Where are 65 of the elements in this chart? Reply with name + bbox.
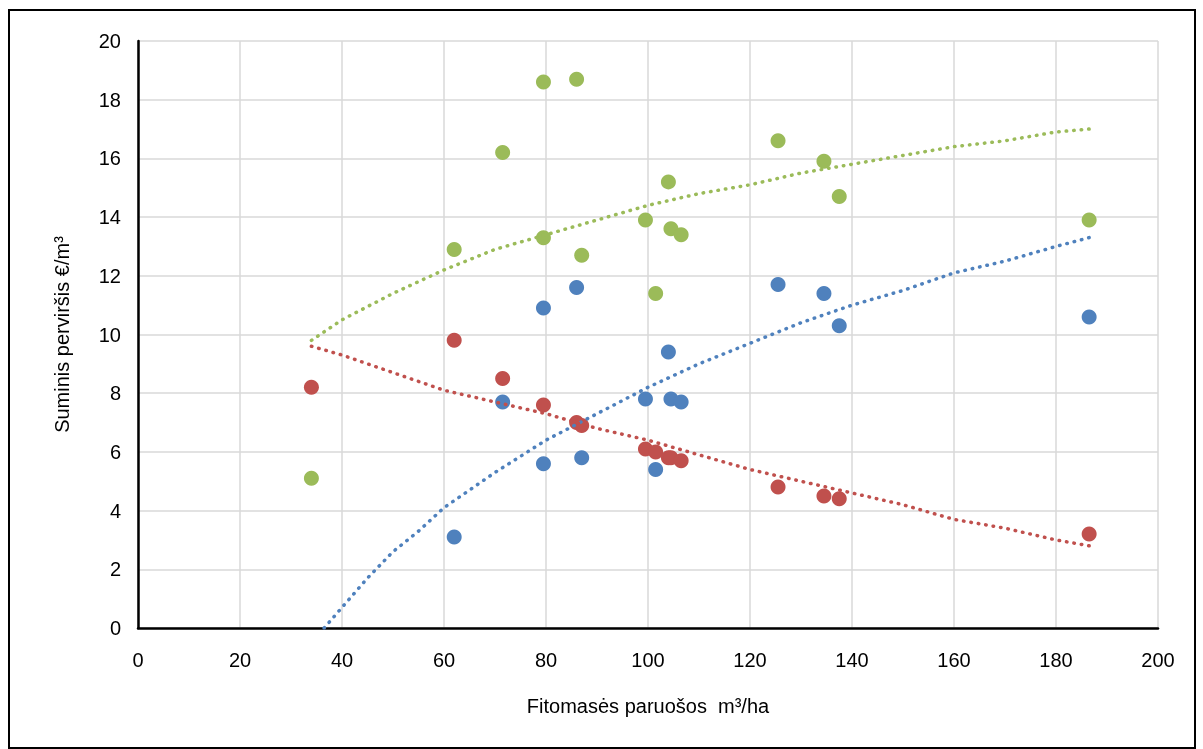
point (569, 71, 585, 87)
point (446, 529, 462, 545)
point (816, 285, 832, 301)
point (535, 300, 551, 316)
point (569, 280, 585, 296)
y-tick-label: 0 (109, 617, 121, 639)
point (673, 394, 689, 410)
point (1081, 526, 1097, 542)
x-tick-label: 20 (228, 649, 252, 671)
y-tick-label: 8 (109, 382, 121, 405)
point (535, 230, 551, 246)
point (660, 344, 676, 360)
point (831, 189, 847, 205)
point (673, 227, 689, 243)
point (303, 379, 319, 395)
point (637, 212, 653, 228)
point (1081, 212, 1097, 228)
point (660, 174, 676, 190)
y-tick-label: 14 (98, 206, 121, 229)
line-series (309, 344, 1091, 548)
point (303, 470, 319, 486)
point (648, 462, 664, 478)
y-tick-label: 4 (109, 499, 121, 522)
point (637, 391, 653, 407)
y-tick-label: 2 (109, 558, 121, 581)
point (495, 145, 511, 161)
x-tick-label: 120 (733, 649, 767, 671)
y-tick-label: 18 (98, 88, 121, 111)
point (770, 479, 786, 495)
line-series (322, 235, 1091, 630)
x-axis-title: Fitomasės paruošos m³/ha (526, 695, 771, 717)
point (816, 153, 832, 169)
x-tick-label: 40 (330, 649, 354, 671)
point (648, 285, 664, 301)
y-axis-title: Suminis perviršis €/m³ (51, 235, 73, 433)
x-tick-label: 100 (631, 649, 665, 671)
point (446, 241, 462, 257)
x-tick-label: 140 (835, 649, 869, 671)
x-tick-label: 80 (534, 649, 558, 671)
x-tick-label: 160 (937, 649, 971, 671)
point (648, 444, 664, 460)
y-tick-label: 6 (109, 440, 121, 463)
point (535, 397, 551, 413)
point (816, 488, 832, 504)
point (1081, 309, 1097, 325)
point (831, 318, 847, 334)
y-tick-label: 20 (98, 30, 121, 52)
point (770, 277, 786, 293)
point (574, 450, 590, 466)
y-tick-label: 12 (98, 264, 121, 287)
y-tick-label: 16 (98, 147, 121, 170)
point (535, 74, 551, 90)
point (495, 371, 511, 387)
x-tick-label: 0 (132, 649, 144, 671)
point (770, 133, 786, 149)
x-tick-label: 200 (1141, 649, 1175, 671)
point (446, 332, 462, 348)
point (673, 453, 689, 469)
point (574, 247, 590, 263)
line-series (309, 127, 1091, 343)
point (535, 456, 551, 472)
x-tick-label: 180 (1039, 649, 1073, 671)
y-tick-label: 10 (98, 323, 121, 346)
point (831, 491, 847, 507)
x-tick-label: 60 (432, 649, 456, 671)
